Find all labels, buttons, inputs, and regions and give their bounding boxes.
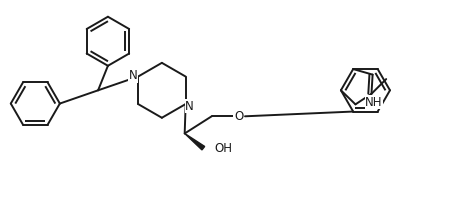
Text: N: N [185, 99, 194, 113]
Text: N: N [129, 69, 137, 82]
Polygon shape [185, 134, 205, 150]
Text: NH: NH [365, 96, 383, 109]
Text: O: O [234, 110, 243, 123]
Text: OH: OH [214, 142, 232, 155]
